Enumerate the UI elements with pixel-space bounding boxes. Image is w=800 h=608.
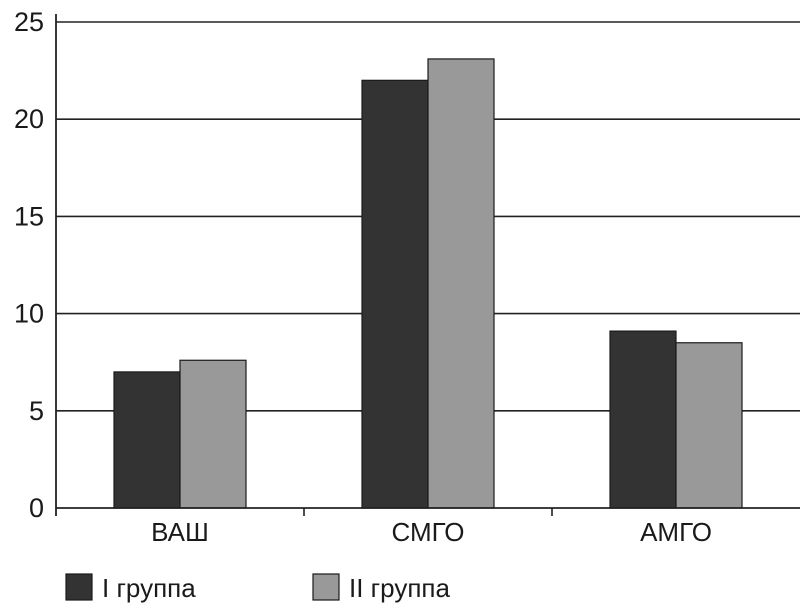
bars	[113, 58, 743, 509]
y-tick-label: 10	[14, 299, 44, 329]
y-tick-label: 20	[14, 104, 44, 134]
x-category-label: АМГО	[640, 517, 712, 547]
bar-2-2	[427, 58, 495, 509]
bar-1-1	[113, 371, 181, 509]
x-category-label: СМГО	[392, 517, 465, 547]
x-category-label: ВАШ	[151, 517, 209, 547]
bar-2-3	[675, 342, 743, 509]
x-category-labels: ВАШ СМГО АМГО	[151, 517, 712, 547]
legend: I группа II группа	[65, 573, 450, 603]
legend-label-2: II группа	[349, 573, 450, 603]
y-tick-label: 25	[14, 7, 44, 37]
bar-1-3	[609, 330, 677, 509]
axes	[55, 14, 800, 516]
y-tick-label: 0	[29, 493, 44, 523]
legend-swatch-1	[65, 573, 93, 601]
y-tick-label: 5	[29, 396, 44, 426]
bar-2-1	[179, 359, 247, 509]
y-tick-label: 15	[14, 201, 44, 231]
legend-swatch-2	[312, 573, 340, 601]
legend-label-1: I группа	[102, 573, 196, 603]
bar-1-2	[361, 79, 429, 509]
y-tick-labels: 0 5 10 15 20 25	[14, 7, 44, 523]
